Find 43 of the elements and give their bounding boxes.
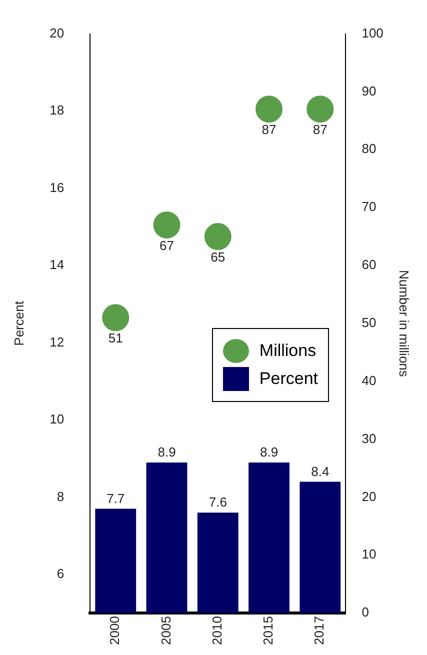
point — [102, 304, 130, 332]
y2-tick-label: 20 — [362, 488, 376, 504]
y2-tick-label: 30 — [362, 430, 376, 446]
y2-axis-title: Number in millions — [396, 270, 412, 378]
data-label: 8.9 — [260, 444, 278, 460]
x-tick-label: 2010 — [209, 616, 224, 645]
y-tick-label: 18 — [50, 102, 64, 118]
data-label: 7.7 — [106, 490, 125, 506]
y2-tick-label: 50 — [362, 315, 376, 330]
data-label: 7.6 — [208, 494, 227, 510]
point — [306, 96, 334, 123]
x-tick-label: 2017 — [312, 616, 327, 645]
y-tick-label: 10 — [50, 412, 64, 427]
data-label: 87 — [262, 122, 276, 138]
y-tick-label: 20 — [50, 25, 64, 40]
data-label: 8.4 — [311, 464, 330, 479]
y2-tick-label: 80 — [362, 141, 376, 156]
legend-label: Percent — [259, 369, 318, 389]
point — [204, 223, 232, 250]
y-tick-label: 12 — [50, 334, 64, 350]
x-tick-label: 2015 — [260, 616, 276, 645]
y-tick-label: 16 — [50, 180, 64, 195]
point — [153, 211, 180, 238]
y-tick-label: 14 — [50, 257, 64, 272]
data-label: 67 — [160, 238, 174, 254]
y-axis-title: Percent — [11, 300, 26, 346]
point — [256, 96, 283, 123]
x-tick-label: 2000 — [107, 616, 122, 645]
data-label: 8.9 — [158, 444, 176, 460]
data-label: 51 — [108, 330, 123, 346]
y2-tick-label: 40 — [362, 372, 376, 388]
x-tick-label: 2005 — [158, 616, 174, 645]
y2-tick-label: 10 — [362, 546, 376, 562]
y2-tick-label: 90 — [362, 83, 376, 98]
y2-tick-label: 60 — [362, 257, 376, 272]
legend-label: Millions — [259, 341, 316, 361]
y2-tick-label: 70 — [362, 199, 376, 214]
data-label: 65 — [210, 250, 226, 265]
y-tick-label: 8 — [56, 488, 64, 504]
y2-tick-label: 0 — [362, 604, 369, 620]
data-label: 87 — [312, 122, 328, 138]
y-tick-label: 6 — [56, 566, 64, 582]
y2-tick-label: 100 — [362, 25, 384, 40]
